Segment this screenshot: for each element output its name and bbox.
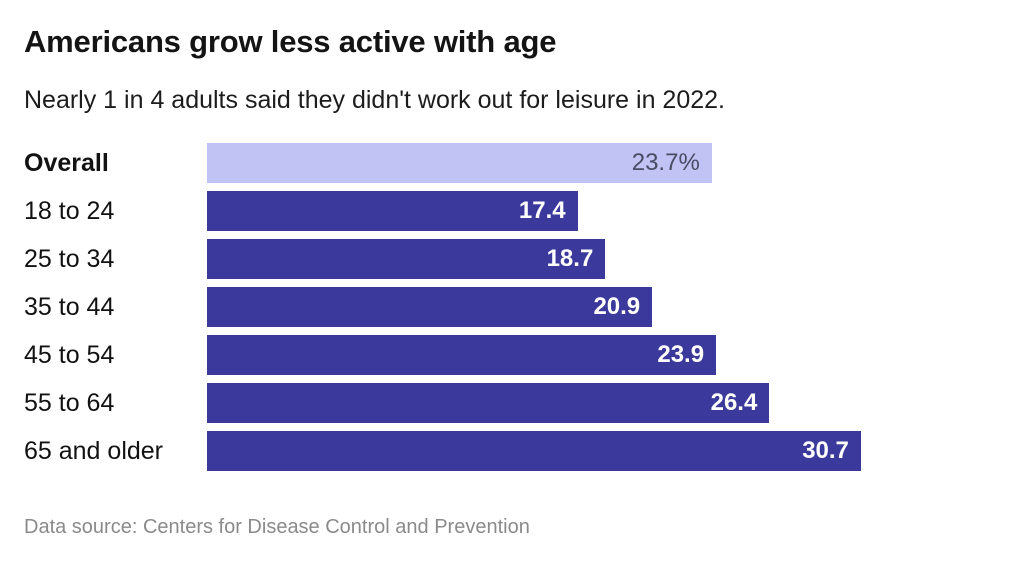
bar-row: 45 to 54 23.9	[24, 335, 1019, 375]
value-label: 18.7	[546, 245, 594, 272]
bar: 20.9	[207, 287, 653, 327]
bar-row: 55 to 64 26.4	[24, 383, 1019, 423]
category-label: Overall	[24, 148, 109, 177]
bar-track: 18.7	[207, 239, 1019, 279]
bar-row: Overall 23.7%	[24, 143, 1019, 183]
value-label: 23.9	[657, 341, 705, 368]
value-label: 20.9	[593, 293, 641, 320]
chart-header: Americans grow less active with age Near…	[0, 0, 1019, 115]
bar-chart: Overall 23.7% 18 to 24 17.4 25 to 34 18.7 35 t…	[24, 143, 1019, 471]
category-label: 45 to 54	[24, 340, 115, 369]
value-label: 30.7	[802, 437, 849, 464]
category-label: 55 to 64	[24, 388, 115, 417]
bar-track: 23.7%	[207, 143, 1019, 183]
data-source-note: Data source: Centers for Disease Control…	[24, 516, 530, 538]
bar: 23.9	[207, 335, 717, 375]
chart-subtitle: Nearly 1 in 4 adults said they didn't wo…	[24, 86, 725, 114]
category-label: 65 and older	[24, 436, 164, 465]
bar: 18.7	[207, 239, 606, 279]
category-label: 25 to 34	[24, 244, 115, 273]
bar-track: 26.4	[207, 383, 1019, 423]
value-label: 26.4	[710, 389, 758, 416]
category-label: 35 to 44	[24, 292, 115, 321]
value-label: 17.4	[518, 197, 566, 224]
bar-track: 20.9	[207, 287, 1019, 327]
bar-row: 35 to 44 20.9	[24, 287, 1019, 327]
category-label: 18 to 24	[24, 196, 115, 225]
bar: 17.4	[207, 191, 578, 231]
bar-track: 30.7	[207, 431, 1019, 471]
bar-row: 25 to 34 18.7	[24, 239, 1019, 279]
bar: 30.7	[207, 431, 861, 471]
chart-title: Americans grow less active with age	[24, 24, 557, 59]
bar-row: 65 and older 30.7	[24, 431, 1019, 471]
bar-track: 17.4	[207, 191, 1019, 231]
bar: 23.7%	[207, 143, 712, 183]
bar-row: 18 to 24 17.4	[24, 191, 1019, 231]
bar-track: 23.9	[207, 335, 1019, 375]
value-label: 23.7%	[631, 149, 700, 176]
bar: 26.4	[207, 383, 770, 423]
